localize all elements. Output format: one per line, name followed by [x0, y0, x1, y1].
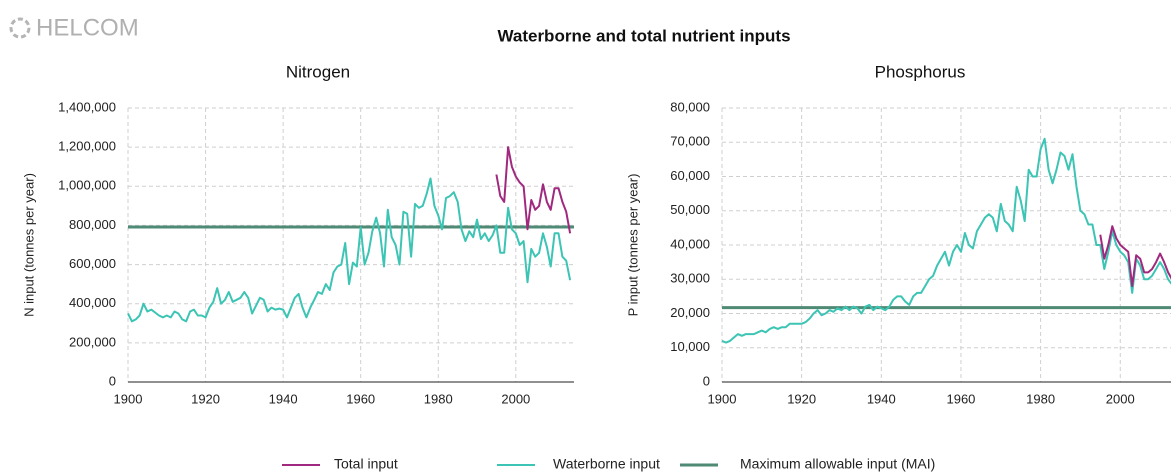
y-tick-label: 800,000 [69, 217, 116, 232]
y-tick-label: 50,000 [670, 202, 710, 217]
x-tick-label: 1960 [346, 391, 375, 406]
y-tick-label: 1,200,000 [58, 139, 116, 154]
y-tick-label: 10,000 [670, 339, 710, 354]
logo: HELCOM [9, 14, 139, 41]
y-tick-label: 0 [703, 373, 710, 388]
x-tick-label: 1960 [946, 391, 975, 406]
legend-label: Maximum allowable input (MAI) [740, 456, 935, 472]
x-tick-label: 1940 [867, 391, 896, 406]
x-tick-label: 1900 [708, 391, 737, 406]
legend-label: Total input [334, 456, 398, 472]
x-tick-label: 1920 [191, 391, 220, 406]
x-tick-label: 1900 [114, 391, 143, 406]
logo-text: HELCOM [36, 14, 139, 41]
chart-title: Phosphorus [875, 62, 966, 81]
y-tick-label: 20,000 [670, 305, 710, 320]
page-title: Waterborne and total nutrient inputs [497, 26, 790, 45]
x-tick-label: 1980 [1026, 391, 1055, 406]
series-line [1099, 225, 1171, 288]
y-axis-label: N input (tonnes per year) [21, 173, 36, 317]
x-tick-label: 1980 [424, 391, 453, 406]
x-tick-label: 1920 [787, 391, 816, 406]
series-line [495, 146, 572, 234]
y-tick-label: 0 [109, 373, 116, 388]
series-line [127, 177, 572, 323]
y-tick-label: 600,000 [69, 256, 116, 271]
y-tick-label: 200,000 [69, 334, 116, 349]
y-tick-label: 400,000 [69, 295, 116, 310]
series-line [721, 137, 1171, 344]
legend-item: Waterborne input [497, 456, 660, 472]
x-tick-label: 2000 [1106, 391, 1135, 406]
logo-icon [9, 17, 31, 39]
y-axis-label: P input (tonnes per year) [625, 174, 640, 317]
legend-item: Total input [282, 456, 398, 472]
y-tick-label: 70,000 [670, 134, 710, 149]
y-tick-label: 40,000 [670, 236, 710, 251]
x-tick-label: 1940 [269, 391, 298, 406]
legend-item: Maximum allowable input (MAI) [680, 456, 935, 472]
y-tick-label: 1,000,000 [58, 178, 116, 193]
chart-title: Nitrogen [286, 62, 350, 81]
legend-label: Waterborne input [553, 456, 660, 472]
y-tick-label: 1,400,000 [58, 99, 116, 114]
x-tick-label: 2000 [501, 391, 530, 406]
y-tick-label: 30,000 [670, 271, 710, 286]
y-tick-label: 80,000 [670, 99, 710, 114]
y-tick-label: 60,000 [670, 168, 710, 183]
